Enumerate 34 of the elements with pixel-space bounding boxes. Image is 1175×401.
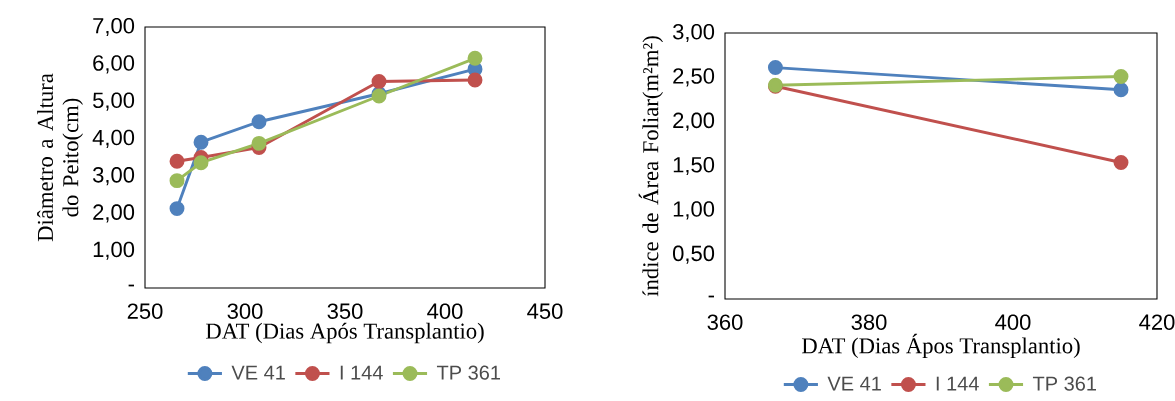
- legend-label: I 144: [340, 365, 383, 380]
- legend-label: TP 361: [1032, 376, 1096, 391]
- y-tick-label: 5,00: [93, 92, 135, 111]
- y-tick-label: 7,00: [93, 17, 135, 37]
- y-tick-label: 4,00: [92, 129, 135, 148]
- y-tick-label: 2,00: [93, 204, 135, 223]
- y-tick-label: 6,00: [93, 55, 135, 74]
- legend-label: TP 361: [436, 365, 500, 380]
- y-tick-label: 1,50: [673, 156, 715, 176]
- x-tick-label: 300: [227, 303, 263, 319]
- x-tick-label: 350: [327, 303, 363, 319]
- legend-label: VE 41: [231, 365, 285, 380]
- x-tick-label: 420: [1139, 314, 1175, 330]
- y-tick-label: 2,00: [673, 112, 715, 131]
- x-tick-label: 400: [427, 303, 463, 319]
- x-tick-label: 360: [707, 314, 743, 330]
- y-tick-label: 3,00: [672, 23, 715, 43]
- y-axis-title: índice de Área Foliar(m²m²): [638, 36, 663, 297]
- legend-label: VE 41: [827, 376, 881, 391]
- x-axis-title: DAT (Dias Após Transplantio): [205, 322, 484, 344]
- x-tick-label: 250: [127, 303, 163, 319]
- x-tick-label: 400: [995, 314, 1031, 330]
- x-tick-label: 380: [851, 314, 887, 330]
- x-axis-title: DAT (Dias Ápos Transplantio): [801, 333, 1080, 359]
- y-tick-label: 0,50: [673, 245, 715, 264]
- legend-label: I 144: [936, 376, 979, 391]
- y-tick-label: -: [708, 295, 714, 298]
- x-tick-label: 450: [527, 303, 563, 319]
- y-tick-label: 2,50: [673, 68, 715, 87]
- y-tick-label: 1,00: [93, 241, 135, 260]
- y-tick-label: -: [128, 284, 134, 287]
- y-tick-label: 3,00: [92, 167, 135, 186]
- y-axis-title: Diâmetro a Altura do Peito(cm): [37, 73, 83, 242]
- y-tick-label: 1,00: [673, 201, 715, 220]
